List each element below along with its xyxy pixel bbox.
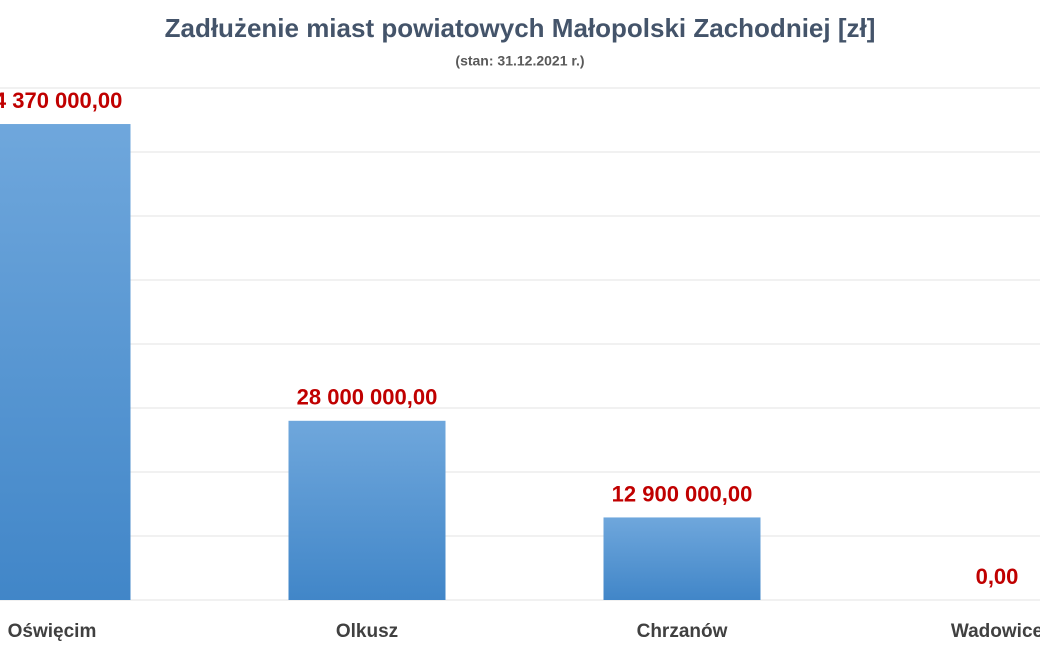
x-tick-label: Olkusz: [336, 621, 398, 642]
chart-title: Zadłużenie miast powiatowych Małopolski …: [165, 13, 876, 43]
value-label: 28 000 000,00: [297, 385, 438, 410]
value-label: 12 900 000,00: [612, 481, 753, 506]
x-tick-label: Oświęcim: [8, 621, 97, 642]
bar: [603, 517, 761, 600]
x-tick-label: Chrzanów: [637, 621, 728, 642]
x-tick-label: Wadowice: [951, 621, 1040, 642]
value-label: 74 370 000,00: [0, 88, 122, 113]
chart-subtitle: (stan: 31.12.2021 r.): [455, 53, 584, 69]
bar: [288, 420, 446, 600]
value-label: 0,00: [976, 564, 1019, 589]
bar: [0, 124, 131, 601]
